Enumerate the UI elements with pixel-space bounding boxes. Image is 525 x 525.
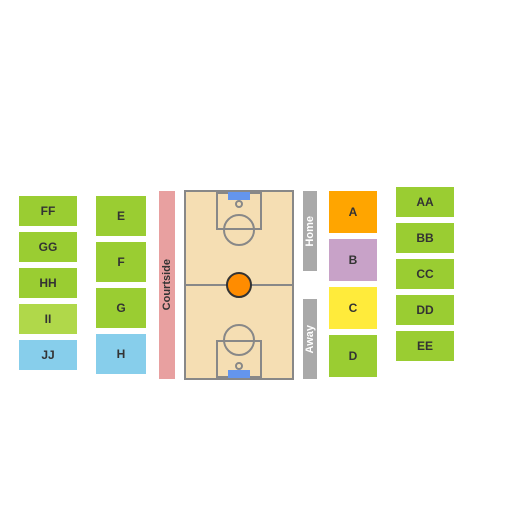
ft-circle-top	[223, 214, 255, 246]
backboard-top	[228, 192, 250, 200]
seating-chart: FF GG HH II JJ EFGH Courtside Home Away ABCD AA BB C…	[0, 100, 525, 425]
rim-bottom	[235, 362, 243, 370]
section-bb[interactable]: BB	[395, 222, 455, 254]
backboard-bottom	[228, 370, 250, 378]
section-ff[interactable]: FF	[18, 195, 78, 227]
section-cc[interactable]: CC	[395, 258, 455, 290]
section-a[interactable]: A	[328, 190, 378, 234]
section-cs[interactable]: Courtside	[158, 190, 176, 380]
section-h[interactable]: H	[95, 333, 147, 375]
section-d[interactable]: D	[328, 334, 378, 378]
section-c[interactable]: C	[328, 286, 378, 330]
section-e[interactable]: E	[95, 195, 147, 237]
section-g[interactable]: G	[95, 287, 147, 329]
ft-circle-bottom	[223, 324, 255, 356]
section-b[interactable]: B	[328, 238, 378, 282]
section-jj[interactable]: JJ	[18, 339, 78, 371]
section-away[interactable]: Away	[302, 298, 318, 380]
section-ii[interactable]: II	[18, 303, 78, 335]
section-ee[interactable]: EE	[395, 330, 455, 362]
section-aa[interactable]: AA	[395, 186, 455, 218]
section-home[interactable]: Home	[302, 190, 318, 272]
section-dd[interactable]: DD	[395, 294, 455, 326]
section-hh[interactable]: HH	[18, 267, 78, 299]
center-ball	[226, 272, 252, 298]
section-f[interactable]: F	[95, 241, 147, 283]
rim-top	[235, 200, 243, 208]
section-gg[interactable]: GG	[18, 231, 78, 263]
